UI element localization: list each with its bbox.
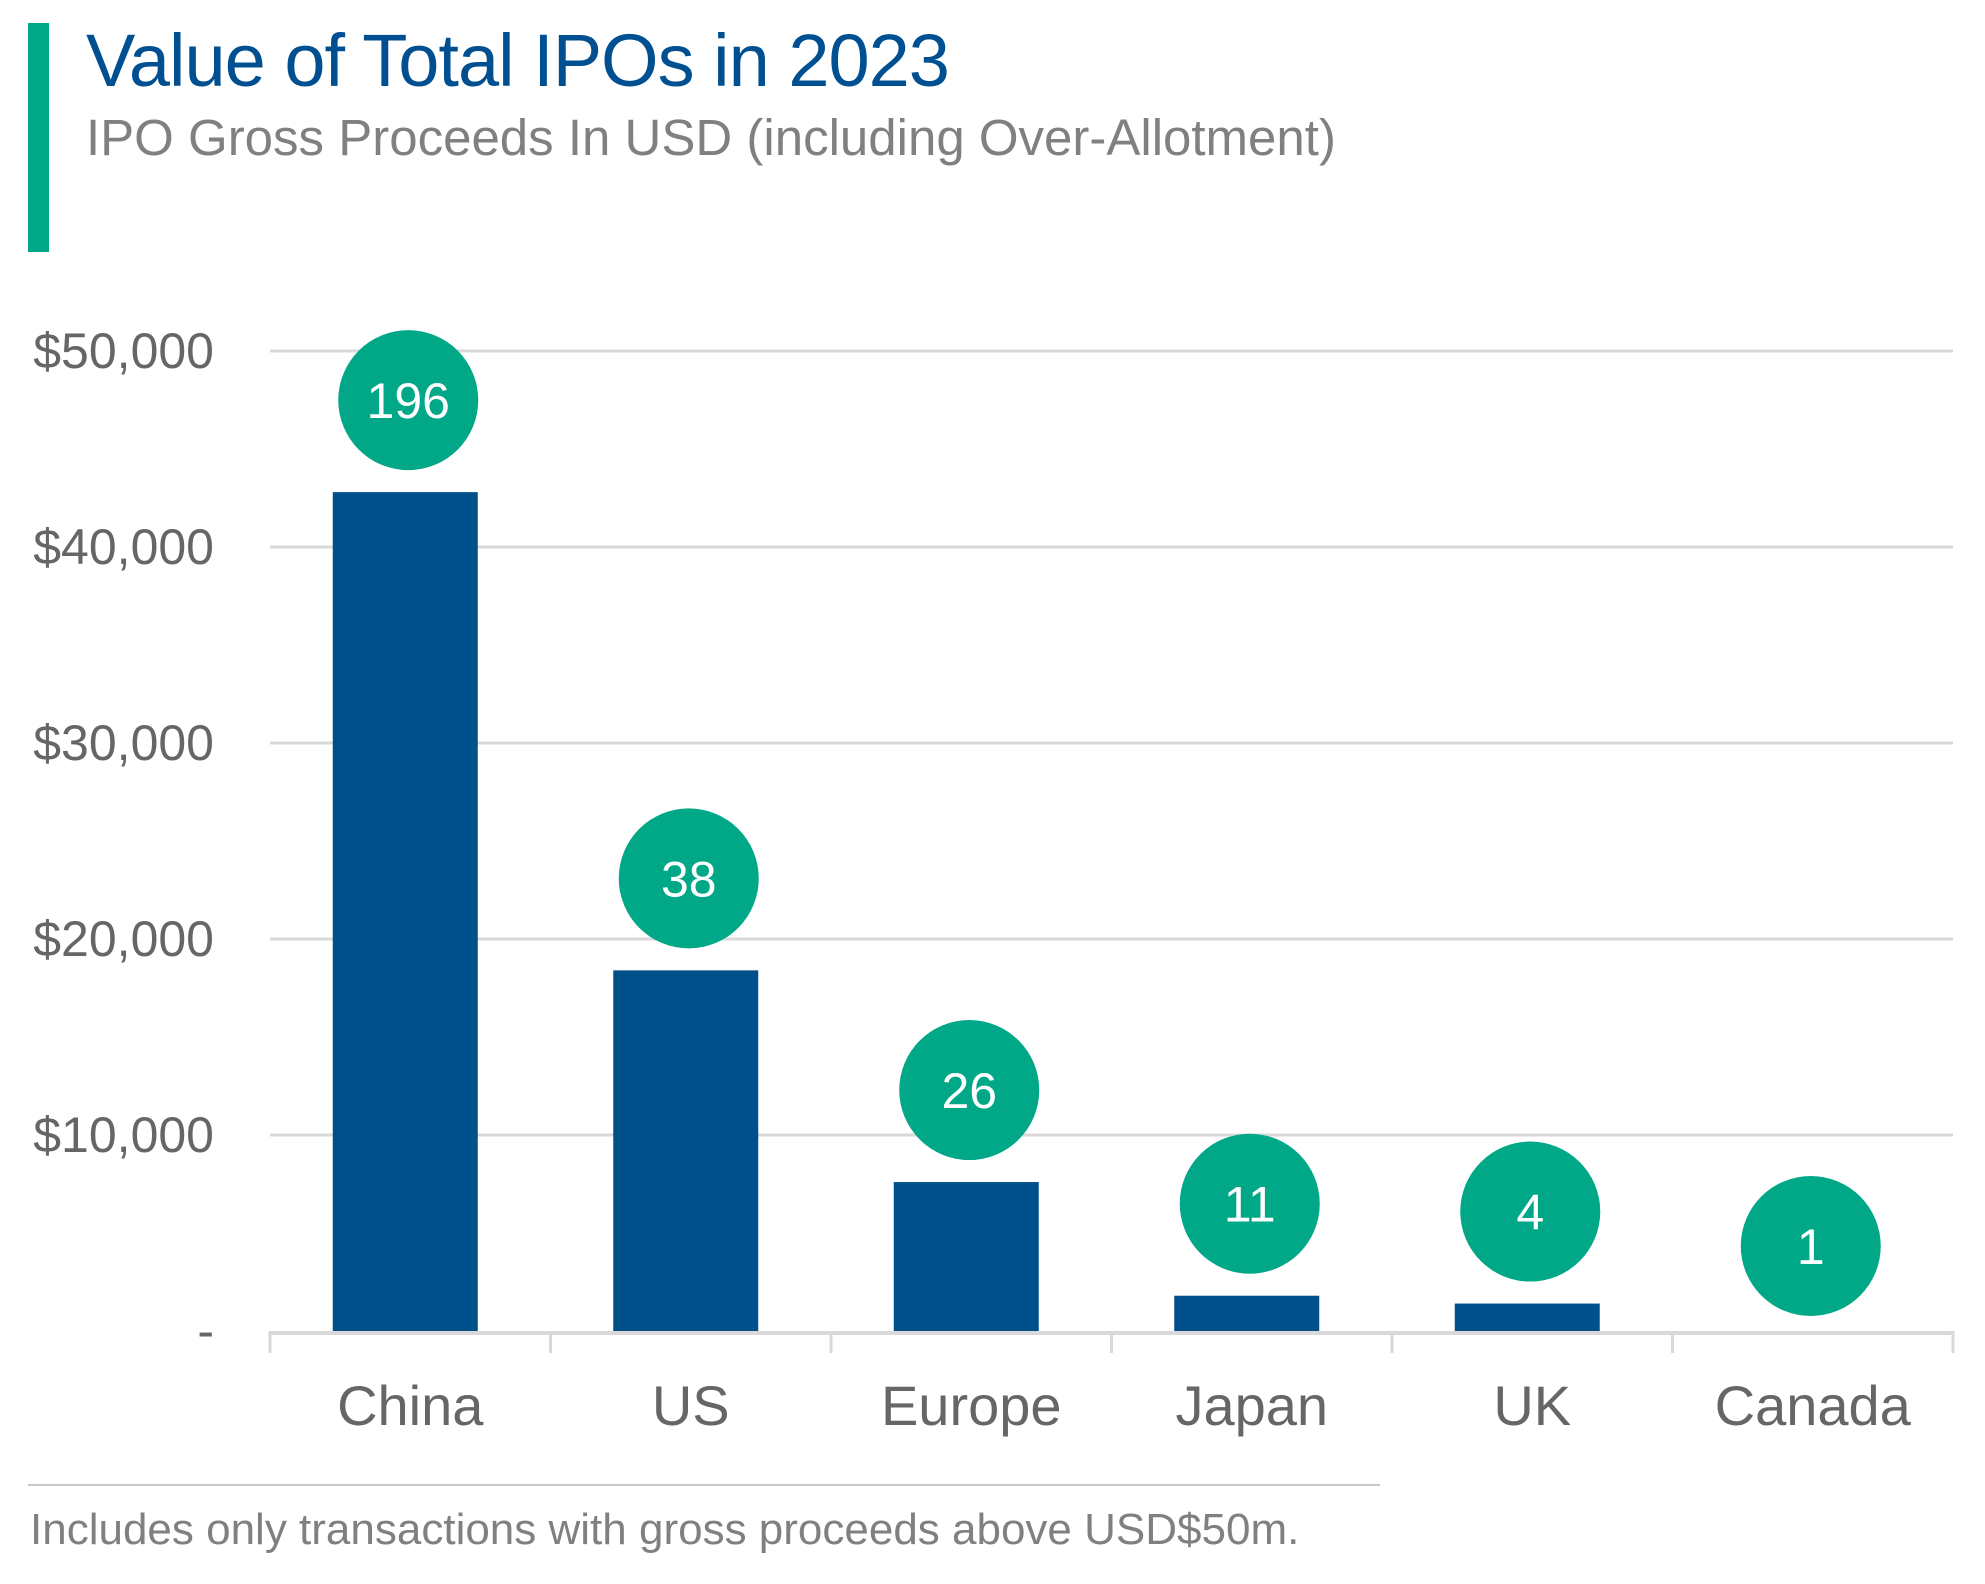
x-category-label: Europe: [881, 1374, 1062, 1437]
count-label: 38: [661, 851, 717, 907]
chart-title: Value of Total IPOs in 2023: [86, 19, 950, 102]
x-category-label: US: [652, 1374, 730, 1437]
y-tick-label: -: [197, 1303, 214, 1359]
title-accent-bar: [28, 23, 49, 252]
bar-europe: [893, 1182, 1039, 1331]
x-category-label: Canada: [1715, 1374, 1912, 1437]
count-bubble: [1460, 1141, 1601, 1282]
count-label: 11: [1224, 1177, 1276, 1233]
bar-china: [332, 492, 478, 1331]
count-bubble: [618, 808, 759, 949]
y-tick-label: $30,000: [33, 715, 214, 771]
count-bubble: [899, 1020, 1040, 1161]
count-bubble: [1179, 1133, 1320, 1274]
footer-divider: [28, 1484, 1380, 1486]
x-category-label: China: [337, 1374, 484, 1437]
x-category-label: Japan: [1175, 1374, 1328, 1437]
y-tick-label: $10,000: [33, 1107, 214, 1163]
bar-us: [613, 970, 759, 1331]
bar-japan: [1174, 1295, 1320, 1331]
count-label: 1: [1797, 1219, 1825, 1275]
bar-uk: [1454, 1303, 1600, 1331]
count-bubble: [338, 330, 479, 471]
x-category-label: UK: [1493, 1374, 1571, 1437]
chart-subtitle: IPO Gross Proceeds In USD (including Ove…: [86, 109, 1336, 166]
count-label: 196: [367, 373, 450, 429]
count-bubble: [1740, 1176, 1881, 1316]
y-tick-label: $40,000: [33, 519, 214, 575]
count-label: 26: [941, 1063, 997, 1119]
y-tick-label: $50,000: [33, 323, 214, 379]
y-tick-label: $20,000: [33, 911, 214, 967]
footnote: Includes only transactions with gross pr…: [30, 1505, 1300, 1554]
count-label: 4: [1516, 1185, 1544, 1241]
